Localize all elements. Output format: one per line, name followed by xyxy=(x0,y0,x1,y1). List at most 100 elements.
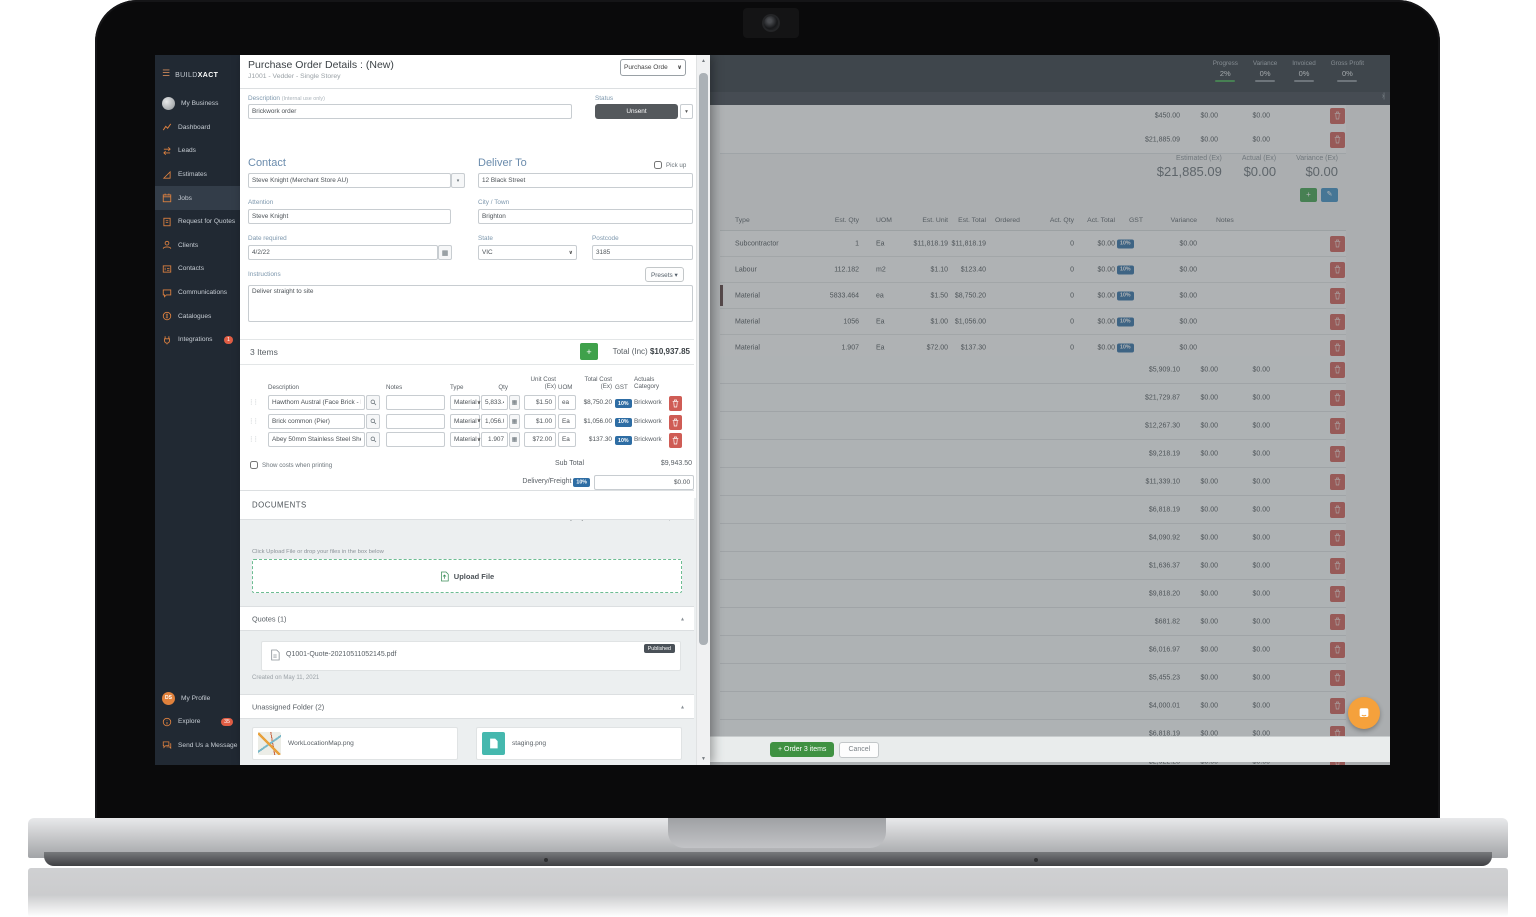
delete-row-button[interactable] xyxy=(1330,287,1345,304)
delete-row-button[interactable] xyxy=(1330,107,1345,124)
contact-dropdown-button[interactable]: ▾ xyxy=(451,173,465,188)
delete-row-button[interactable] xyxy=(1330,131,1345,148)
cost-amount-row[interactable]: $4,000.01 $0.00 $0.00 xyxy=(720,692,1346,720)
item-delete-button[interactable] xyxy=(669,433,682,448)
pickup-checkbox[interactable] xyxy=(654,161,662,169)
status-dropdown-button[interactable]: ▾ xyxy=(680,104,693,119)
item-type-select[interactable]: Material ∨ xyxy=(450,413,481,429)
menu-icon[interactable]: ☰ xyxy=(162,67,171,78)
scrollbar-thumb[interactable] xyxy=(699,73,708,645)
item-description-input[interactable] xyxy=(268,432,365,447)
date-required-input[interactable] xyxy=(248,245,438,260)
item-description-input[interactable] xyxy=(268,395,365,410)
item-uom-input[interactable] xyxy=(558,395,576,410)
delete-row-button[interactable] xyxy=(1330,445,1345,462)
cost-table-row[interactable]: Subcontractor 1 Ea $11,818.19 $11,818.19… xyxy=(720,231,1346,257)
delete-row-button[interactable] xyxy=(1330,473,1345,490)
item-qty-input[interactable] xyxy=(481,413,508,429)
item-unit-cost-input[interactable] xyxy=(524,432,556,447)
order-type-select[interactable]: Purchase Orde ∨ xyxy=(620,59,686,76)
delete-row-button[interactable] xyxy=(1330,585,1345,602)
calendar-button[interactable]: ▦ xyxy=(438,245,452,260)
instructions-textarea[interactable]: Deliver straight to site xyxy=(248,285,693,322)
modal-scrollbar[interactable]: ▲ ▼ xyxy=(696,55,710,765)
item-qty-input[interactable] xyxy=(481,432,508,447)
sidebar-item-request-for-quotes[interactable]: Request for Quotes xyxy=(155,210,240,234)
sidebar-item-catalogues[interactable]: Catalogues xyxy=(155,304,240,328)
documents-section-header[interactable]: DOCUMENTS xyxy=(240,490,694,520)
drag-handle-icon[interactable]: ⋮⋮ xyxy=(248,436,259,443)
show-costs-checkbox[interactable] xyxy=(250,461,258,469)
collapse-panel-icon[interactable]: ›| xyxy=(1381,93,1385,100)
postcode-input[interactable] xyxy=(592,245,693,260)
cost-amount-row[interactable]: $6,016.97 $0.00 $0.00 xyxy=(720,636,1346,664)
description-input[interactable] xyxy=(248,104,572,119)
quote-file-card[interactable]: Q1001-Quote-20210511052145.pdf Published xyxy=(261,641,681,671)
city-input[interactable] xyxy=(478,209,693,224)
delete-row-button[interactable] xyxy=(1330,235,1345,252)
cost-amount-row[interactable]: $11,339.10 $0.00 $0.00 xyxy=(720,468,1346,496)
delete-row-button[interactable] xyxy=(1330,697,1345,714)
item-description-input[interactable] xyxy=(268,413,365,429)
sidebar-item-contacts[interactable]: Contacts xyxy=(155,257,240,281)
item-notes-input[interactable] xyxy=(386,432,445,447)
order-items-button[interactable]: + Order 3 items xyxy=(770,742,835,757)
cost-amount-row[interactable]: $6,818.19 $0.00 $0.00 xyxy=(720,496,1346,524)
delivery-freight-input[interactable] xyxy=(594,475,694,490)
sidebar-item-leads[interactable]: Leads xyxy=(155,139,240,163)
sidebar-item-estimates[interactable]: Estimates xyxy=(155,163,240,187)
sidebar-item-dashboard[interactable]: Dashboard xyxy=(155,116,240,140)
delete-row-button[interactable] xyxy=(1330,557,1345,574)
deliver-to-input[interactable] xyxy=(478,173,693,188)
sidebar-item-send-message[interactable]: Send Us a Message xyxy=(155,733,240,757)
add-cost-button[interactable]: + xyxy=(1300,188,1317,202)
delete-row-button[interactable] xyxy=(1330,261,1345,278)
item-unit-cost-input[interactable] xyxy=(524,395,556,410)
sidebar-item-jobs[interactable]: Jobs xyxy=(155,186,240,210)
delete-row-button[interactable] xyxy=(1330,613,1345,630)
delete-row-button[interactable] xyxy=(1330,669,1345,686)
drag-handle-icon[interactable]: ⋮⋮ xyxy=(248,417,259,425)
sidebar-item-explore[interactable]: Explore 35 xyxy=(155,710,240,734)
delete-row-button[interactable] xyxy=(1330,641,1345,658)
drag-handle-icon[interactable]: ⋮⋮ xyxy=(248,399,259,406)
edit-cost-button[interactable]: ✎ xyxy=(1321,188,1338,202)
item-delete-button[interactable] xyxy=(669,414,682,430)
attention-input[interactable] xyxy=(248,209,451,224)
contact-select[interactable]: Steve Knight (Merchant Store AU) xyxy=(248,173,451,188)
delete-row-button[interactable] xyxy=(1330,361,1345,378)
item-qty-input[interactable] xyxy=(481,395,508,410)
chat-launcher-button[interactable] xyxy=(1348,697,1380,729)
quotes-section-header[interactable]: Quotes (1) ▴ xyxy=(240,606,694,631)
cost-amount-row[interactable]: $4,090.92 $0.00 $0.00 xyxy=(720,524,1346,552)
item-uom-input[interactable] xyxy=(558,432,576,447)
cancel-button[interactable]: Cancel xyxy=(839,741,880,758)
file-card[interactable]: WorkLocationMap.png xyxy=(252,727,458,760)
item-calculator-button[interactable]: ▦ xyxy=(509,395,520,410)
delete-row-button[interactable] xyxy=(1330,339,1345,356)
item-calculator-button[interactable]: ▦ xyxy=(509,432,520,447)
delete-row-button[interactable] xyxy=(1330,529,1345,546)
cost-amount-row[interactable]: $21,729.87 $0.00 $0.00 xyxy=(720,384,1346,412)
item-uom-input[interactable] xyxy=(558,413,576,429)
cost-amount-row[interactable]: $1,636.37 $0.00 $0.00 xyxy=(720,552,1346,580)
sidebar-item-my-profile[interactable]: DS My Profile xyxy=(155,686,240,710)
item-delete-button[interactable] xyxy=(669,396,682,411)
cost-amount-row[interactable]: $5,455.23 $0.00 $0.00 xyxy=(720,664,1346,692)
delete-row-button[interactable] xyxy=(1330,389,1345,406)
delete-row-button[interactable] xyxy=(1330,417,1345,434)
delete-row-button[interactable] xyxy=(1330,501,1345,518)
presets-button[interactable]: Presets ▾ xyxy=(645,267,684,282)
upload-file-dropzone[interactable]: Upload File xyxy=(252,559,682,593)
item-search-button[interactable] xyxy=(366,432,380,447)
cost-row-partial[interactable]: $21,885.09 $0.00 $0.00 xyxy=(720,126,1346,154)
cost-table-row[interactable]: Material 5833.464 ea $1.50 $8,750.20 0 $… xyxy=(720,283,1346,309)
item-type-select[interactable]: Material ∨ xyxy=(450,395,481,410)
sidebar-item-clients[interactable]: Clients xyxy=(155,234,240,258)
unassigned-folder-header[interactable]: Unassigned Folder (2) ▴ xyxy=(240,694,694,719)
delete-row-button[interactable] xyxy=(1330,313,1345,330)
item-notes-input[interactable] xyxy=(386,413,445,429)
item-search-button[interactable] xyxy=(366,395,380,410)
cost-table-row[interactable]: Labour 112.182 m2 $1.10 $123.40 0 $0.00 … xyxy=(720,257,1346,283)
item-calculator-button[interactable]: ▦ xyxy=(509,413,520,429)
